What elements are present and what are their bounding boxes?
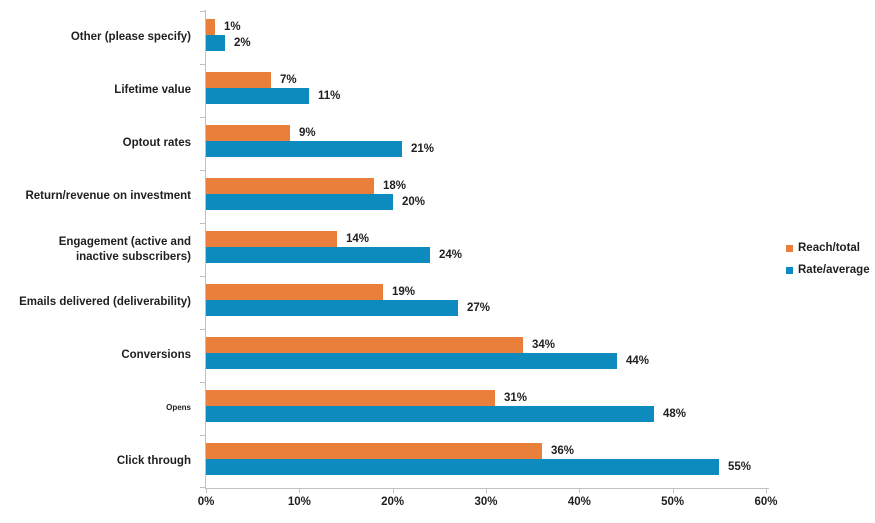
plot-area: 1% 2% 7% 11% 9% 21% 18% 20% 14% 24% 19% 27% 34% 44% 31… xyxy=(200,11,766,488)
bar-rate-average: 55% xyxy=(206,459,751,475)
x-tick-label: 20% xyxy=(381,496,405,508)
x-axis: 0% 10% 20% 30% 40% 50% 60% xyxy=(198,489,778,519)
bar-group: 34% 44% xyxy=(206,329,766,382)
bar-value-label: 18% xyxy=(383,180,407,192)
x-axis-tick xyxy=(299,489,301,493)
bar-rate-average: 20% xyxy=(206,194,425,210)
bar-group: 9% 21% xyxy=(206,117,766,170)
bar-value-label: 24% xyxy=(439,249,463,261)
y-axis-tick xyxy=(200,382,205,383)
x-axis-tick xyxy=(579,489,581,493)
bar-rate-average: 2% xyxy=(206,35,251,51)
x-tick-label: 40% xyxy=(567,496,591,508)
bar-value-label: 21% xyxy=(411,143,435,155)
legend-item-reach-total: Reach/total xyxy=(786,240,870,256)
category-label: Conversions xyxy=(121,349,191,362)
y-axis-tick xyxy=(200,223,205,224)
x-axis-tick xyxy=(206,489,207,493)
y-axis-tick xyxy=(200,276,205,277)
category-label: Emails delivered (deliverability) xyxy=(19,296,191,309)
bar-group: 1% 2% xyxy=(206,11,766,64)
bar-reach-total: 19% xyxy=(206,284,415,300)
legend: Reach/total Rate/average xyxy=(786,240,870,284)
category-label: Click through xyxy=(116,455,191,468)
x-tick-label: 50% xyxy=(661,496,685,508)
bar-reach-total: 18% xyxy=(206,178,406,194)
bar-value-label: 2% xyxy=(234,37,251,49)
legend-label-rate-average: Rate/average xyxy=(798,264,870,276)
category-axis-labels: Other (please specify) Lifetime value Opto… xyxy=(0,11,193,488)
category-label: Lifetime value xyxy=(114,84,191,97)
bar-group: 18% 20% xyxy=(206,170,766,223)
y-axis-tick xyxy=(200,117,205,118)
bar-rate-average: 21% xyxy=(206,141,434,157)
legend-label-reach-total: Reach/total xyxy=(798,242,860,254)
bar-group: 31% 48% xyxy=(206,382,766,435)
bar-reach-total: 31% xyxy=(206,390,527,406)
bar-reach-total: 36% xyxy=(206,443,574,459)
bar-rate-average: 11% xyxy=(206,88,340,104)
bar-group: 36% 55% xyxy=(206,435,766,488)
bar-reach-total: 14% xyxy=(206,231,369,247)
y-axis-line xyxy=(205,10,206,489)
category-label: Optout rates xyxy=(122,137,191,150)
category-label: Other (please specify) xyxy=(70,31,191,44)
bar-reach-total: 34% xyxy=(206,337,555,353)
bar-value-label: 44% xyxy=(626,355,650,367)
y-axis-tick xyxy=(200,11,205,12)
bar-group: 14% 24% xyxy=(206,223,766,276)
x-axis-tick xyxy=(486,489,487,493)
bar-reach-total: 9% xyxy=(206,125,316,141)
bar-value-label: 36% xyxy=(551,445,575,457)
bar-value-label: 34% xyxy=(532,339,556,351)
bar-reach-total: 1% xyxy=(206,19,241,35)
legend-swatch-reach-total-icon xyxy=(786,244,793,252)
bar-value-label: 48% xyxy=(663,408,687,420)
x-tick-label: 0% xyxy=(197,496,215,508)
bar-value-label: 20% xyxy=(402,196,426,208)
legend-item-rate-average: Rate/average xyxy=(786,262,870,278)
bar-value-label: 11% xyxy=(318,90,341,102)
bar-value-label: 55% xyxy=(728,461,752,473)
category-label: Return/revenue on investment xyxy=(25,190,191,203)
bar-group: 7% 11% xyxy=(206,64,766,117)
bar-value-label: 7% xyxy=(280,74,297,86)
y-axis-tick xyxy=(200,435,205,436)
y-axis-tick xyxy=(200,329,205,330)
bar-value-label: 27% xyxy=(467,302,491,314)
x-axis-line xyxy=(205,488,769,489)
bar-value-label: 19% xyxy=(392,286,416,298)
bar-value-label: 1% xyxy=(224,21,241,33)
category-label: Engagement (active and inactive subscrib… xyxy=(58,235,191,263)
bar-rate-average: 44% xyxy=(206,353,649,369)
y-axis-tick xyxy=(200,64,205,65)
bar-reach-total: 7% xyxy=(206,72,297,88)
x-tick-label: 30% xyxy=(474,496,498,508)
y-axis-tick xyxy=(200,170,205,171)
y-axis-tick xyxy=(200,487,205,488)
legend-swatch-rate-average-icon xyxy=(786,266,793,274)
x-tick-label: 10% xyxy=(287,496,311,508)
bar-value-label: 31% xyxy=(504,392,528,404)
category-label: Opens xyxy=(166,403,191,413)
x-axis-tick xyxy=(766,489,767,493)
x-axis-tick xyxy=(392,489,394,493)
x-tick-label: 60% xyxy=(754,496,778,508)
x-axis-tick xyxy=(672,489,674,493)
bar-rate-average: 27% xyxy=(206,300,490,316)
bar-value-label: 14% xyxy=(346,233,370,245)
bar-group: 19% 27% xyxy=(206,276,766,329)
bar-value-label: 9% xyxy=(299,127,316,139)
bar-rate-average: 24% xyxy=(206,247,462,263)
bar-rate-average: 48% xyxy=(206,406,686,422)
